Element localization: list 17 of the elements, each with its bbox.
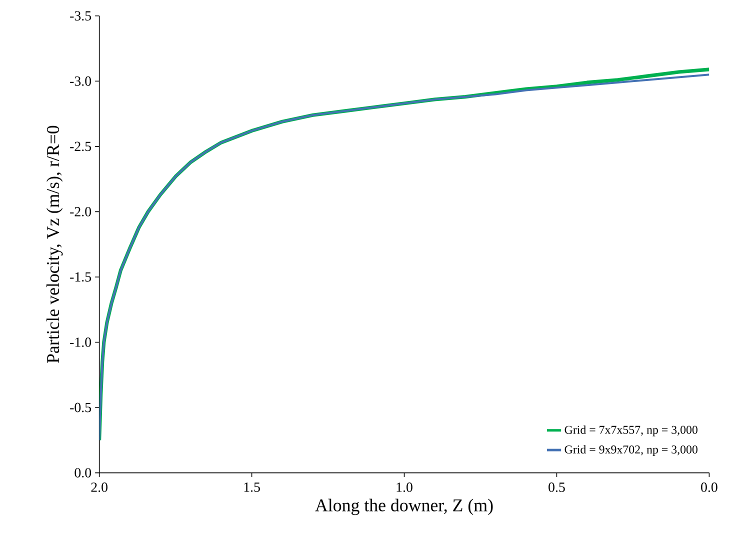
x-tick-label: 2.0 (91, 482, 108, 492)
x-tick-label: 1.0 (396, 482, 412, 492)
legend-label: Grid = 9x9x702, np = 3,000 (564, 445, 698, 456)
y-axis-title: Particle velocity, Vz (m/s), r/R=0 (46, 126, 63, 363)
x-tick-label: 1.5 (244, 482, 260, 492)
x-axis-title: Along the downer, Z (m) (315, 498, 493, 515)
y-tick-label: -2.5 (70, 142, 92, 152)
y-tick-label: -3.5 (70, 11, 92, 20)
x-tick-label: 0.5 (548, 482, 565, 492)
x-tick-label: 0.0 (701, 482, 718, 492)
y-tick-label: -1.5 (70, 272, 92, 282)
y-tick-label: -2.0 (70, 206, 92, 216)
legend-label: Grid = 7x7x557, np = 3,000 (564, 425, 698, 436)
y-tick-label: 0.0 (74, 468, 92, 478)
y-tick-label: -0.5 (70, 402, 92, 412)
y-tick-label: -3.0 (70, 76, 92, 86)
y-tick-label: -1.0 (70, 337, 92, 347)
